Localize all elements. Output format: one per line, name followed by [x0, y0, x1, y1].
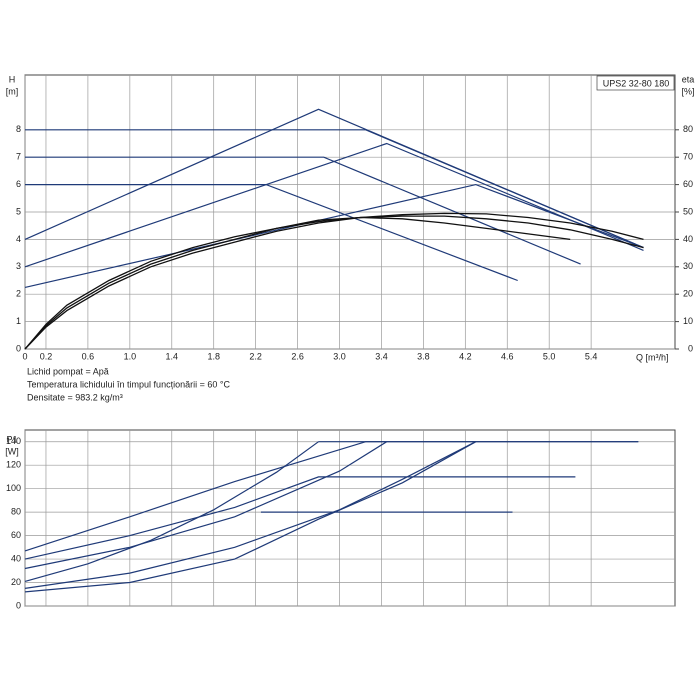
y2-tick-label: 60 — [683, 179, 693, 189]
x-tick-label: 0.6 — [82, 351, 95, 361]
y2-tick-label: 40 — [683, 234, 693, 244]
x-tick-label: 2.6 — [291, 351, 304, 361]
y-axis-label: P1 — [6, 434, 17, 444]
y-tick-label: 7 — [16, 152, 21, 162]
y-tick-label: 40 — [11, 553, 21, 563]
x-tick-label: 4.6 — [501, 351, 514, 361]
x-tick-label: 1.8 — [207, 351, 220, 361]
y-tick-label: 0 — [16, 343, 21, 353]
curve — [24, 142, 644, 268]
y-tick-label: 1 — [16, 316, 21, 326]
y-tick-label: 0 — [16, 600, 21, 610]
curve — [24, 215, 644, 350]
y2-tick-label: 70 — [683, 152, 693, 162]
annotation: Lichid pompat = Apă — [27, 366, 109, 376]
y-tick-label: 80 — [11, 507, 21, 517]
chart-title: UPS2 32-80 180 — [603, 78, 670, 88]
x-tick-label: 5.0 — [543, 351, 556, 361]
x-axis-label: Q [m³/h] — [636, 352, 669, 362]
y2-tick-label: 20 — [683, 289, 693, 299]
y-axis-label: [W] — [5, 446, 19, 456]
annotation: Densitate = 983.2 kg/m³ — [27, 392, 123, 402]
x-tick-label: 3.0 — [333, 351, 346, 361]
y-tick-label: 4 — [16, 234, 21, 244]
x-tick-label: 3.8 — [417, 351, 430, 361]
y-tick-label: 100 — [6, 483, 21, 493]
x-tick-label: 4.2 — [459, 351, 472, 361]
y-tick-label: 140 — [6, 436, 21, 446]
x-tick-label: 1.4 — [166, 351, 179, 361]
x-tick-label: 3.4 — [375, 351, 388, 361]
curve — [24, 441, 388, 570]
curve — [24, 183, 644, 288]
y2-tick-label: 30 — [683, 261, 693, 271]
x-tick-label: 1.0 — [124, 351, 137, 361]
y-tick-label: 20 — [11, 577, 21, 587]
y2-tick-label: 80 — [683, 124, 693, 134]
y2-tick-label: 10 — [683, 316, 693, 326]
curve — [24, 441, 319, 582]
y-axis-label: H — [9, 74, 16, 84]
x-tick-label: 5.4 — [585, 351, 598, 361]
y-axis-label: [m] — [6, 86, 19, 96]
curve — [24, 441, 639, 552]
curve — [24, 212, 644, 350]
x-tick-label: 0.2 — [40, 351, 53, 361]
curve — [24, 441, 477, 593]
y-tick-label: 60 — [11, 530, 21, 540]
y-tick-label: 2 — [16, 289, 21, 299]
y-tick-label: 120 — [6, 460, 21, 470]
curve — [24, 441, 477, 589]
curve — [25, 129, 644, 249]
y2-axis-label: [%] — [681, 86, 694, 96]
annotation: Temperatura lichidului în timpul funcțio… — [27, 379, 230, 389]
y2-tick-label: 50 — [683, 206, 693, 216]
curve — [24, 108, 644, 249]
y-tick-label: 3 — [16, 261, 21, 271]
y2-tick-label: 0 — [688, 343, 693, 353]
title-box — [596, 75, 675, 91]
y-tick-label: 8 — [16, 124, 21, 134]
curve — [24, 476, 576, 560]
plot-frame — [24, 429, 676, 607]
x-tick-label: 2.2 — [249, 351, 262, 361]
y2-axis-label: eta — [682, 74, 695, 84]
x-tick-label: 0 — [22, 351, 27, 361]
y-tick-label: 6 — [16, 179, 21, 189]
curve — [25, 156, 581, 265]
y-tick-label: 5 — [16, 206, 21, 216]
